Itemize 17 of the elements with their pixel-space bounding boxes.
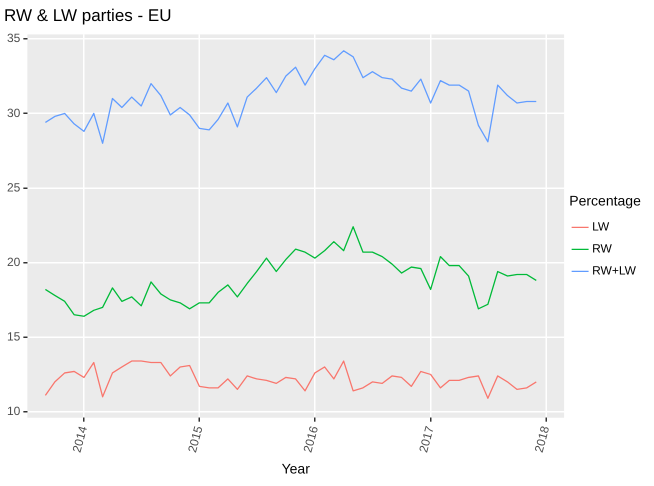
x-tick-label: 2016 [300,424,322,454]
x-tick-label: 2017 [416,424,437,454]
legend-label: LW [592,220,610,234]
x-tick-label: 2018 [532,424,552,454]
chart-title: RW & LW parties - EU [4,6,172,25]
legend-label: RW [592,242,613,256]
y-tick-label: 25 [6,180,21,194]
y-tick-label: 20 [6,254,21,269]
y-tick-label: 15 [6,329,21,344]
x-axis-title: Year [282,460,310,476]
y-tick-label: 35 [6,31,21,46]
y-tick-label: 30 [6,106,21,120]
x-tick-label: 2015 [185,424,206,454]
x-tick-label: 2014 [70,424,90,454]
legend-title: Percentage [569,192,642,208]
y-tick-label: 10 [6,404,21,418]
legend-label: RW+LW [592,264,637,278]
